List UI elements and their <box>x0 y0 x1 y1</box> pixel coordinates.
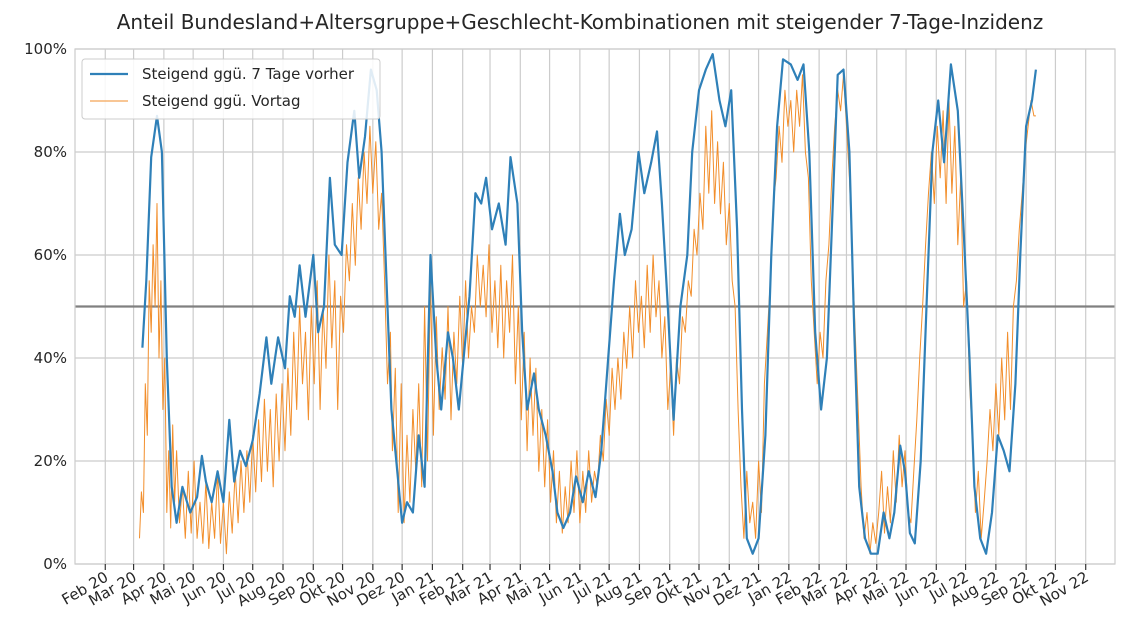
y-tick-label: 0% <box>43 555 67 573</box>
y-tick-label: 80% <box>34 143 67 161</box>
y-tick-label: 100% <box>24 40 67 58</box>
legend-box <box>81 58 381 120</box>
series-layer <box>139 52 1037 555</box>
chart-title: Anteil Bundesland+Altersgruppe+Geschlech… <box>117 10 1044 34</box>
legend-label-daily: Steigend ggü. Vortag <box>142 92 300 110</box>
y-tick-label: 40% <box>34 349 67 367</box>
y-axis: 0% 20% 40% 60% 80% 100% <box>24 40 67 573</box>
series-line-weekly <box>141 52 1037 555</box>
legend-label-weekly: Steigend ggü. 7 Tage vorher <box>142 65 355 83</box>
y-tick-label: 60% <box>34 246 67 264</box>
legend: Steigend ggü. 7 Tage vorher Steigend ggü… <box>81 58 381 120</box>
plot-frame <box>74 48 1116 565</box>
y-tick-label: 20% <box>34 452 67 470</box>
